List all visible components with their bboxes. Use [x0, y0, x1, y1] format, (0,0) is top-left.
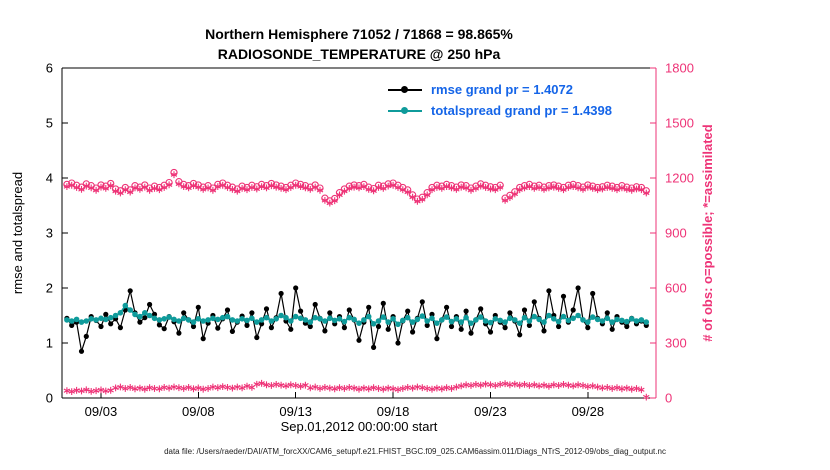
y-tick-label-right: 900	[665, 226, 687, 241]
y-tick-label-left: 2	[46, 281, 53, 296]
y-tick-label-left: 3	[46, 226, 53, 241]
totalspread-markers	[64, 302, 650, 328]
datafile-caption: data file: /Users/raeder/DAI/ATM_forcXX/…	[164, 447, 666, 456]
x-tick-label: 09/23	[474, 404, 507, 419]
rmse-legend-marker-icon	[388, 85, 422, 94]
x-tick-label: 09/08	[182, 404, 215, 419]
obs-assimilated-series	[63, 171, 650, 207]
y-tick-label-right: 1200	[665, 171, 694, 186]
obs-count-low-band-markers	[63, 379, 650, 401]
tick-labels: 09/03 09/08 09/13 09/18 09/23 09/28 0 1 2 3 4 5 6 0 30…	[46, 61, 694, 420]
y-tick-label-right: 1500	[665, 116, 694, 131]
legend-item-rmse: rmse grand pr = 1.4072	[388, 79, 612, 100]
legend-item-totalspread: totalspread grand pr = 1.4398	[388, 100, 612, 121]
totalspread-legend-label: totalspread grand pr = 1.4398	[431, 103, 612, 118]
x-tick-label: 09/18	[377, 404, 410, 419]
totalspread-legend-marker-icon	[388, 106, 422, 115]
y-tick-label-left: 0	[46, 391, 53, 406]
axes	[61, 67, 657, 399]
obs-count-low-band-series	[63, 379, 650, 401]
y-tick-label-left: 4	[46, 171, 53, 186]
y-tick-label-right: 300	[665, 336, 687, 351]
totalspread-series	[64, 302, 650, 328]
rmse-legend-dot-icon	[401, 86, 408, 93]
y-tick-label-right: 600	[665, 281, 687, 296]
rmse-legend-label: rmse grand pr = 1.4072	[431, 82, 573, 97]
obs-assimilated-markers	[63, 171, 650, 207]
y-tick-label-left: 1	[46, 336, 53, 351]
y-tick-label-right: 0	[665, 391, 672, 406]
x-axis-label: Sep.01,2012 00:00:00 start	[280, 419, 438, 434]
totalspread-legend-dot-icon	[401, 107, 408, 114]
left-axis-label: rmse and totalspread	[10, 171, 25, 295]
y-tick-label-left: 6	[46, 61, 53, 76]
x-tick-label: 09/28	[572, 404, 605, 419]
y-tick-label-left: 5	[46, 116, 53, 131]
right-axis-label: # of obs: o=possible; *=assimilated	[700, 124, 715, 342]
title-line2: RADIOSONDE_TEMPERATURE @ 250 hPa	[217, 46, 501, 62]
legend: rmse grand pr = 1.4072 totalspread grand…	[388, 79, 612, 121]
chart-title: Northern Hemisphere 71052 / 71868 = 98.8…	[62, 24, 656, 64]
title-line1: Northern Hemisphere 71052 / 71868 = 98.8…	[205, 26, 513, 42]
x-tick-label: 09/03	[85, 404, 118, 419]
y-tick-label-right: 1800	[665, 61, 694, 76]
x-tick-label: 09/13	[279, 404, 312, 419]
